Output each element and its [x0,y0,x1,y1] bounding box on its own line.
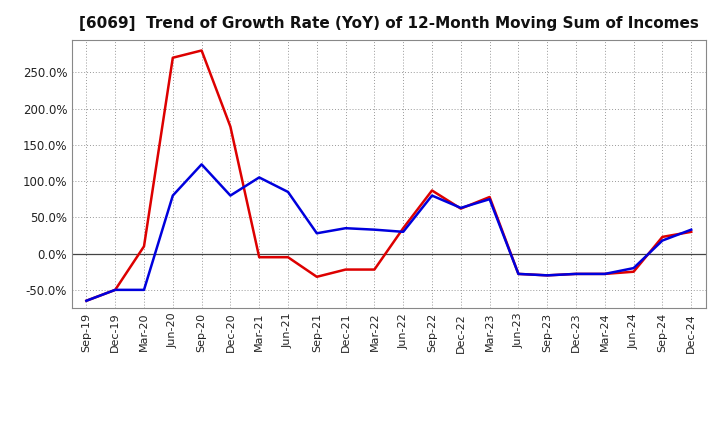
Ordinary Income Growth Rate [284,189,292,194]
Ordinary Income Growth Rate [312,231,321,236]
Ordinary Income Growth Rate [687,227,696,232]
Net Income Growth Rate [140,244,148,249]
Line: Ordinary Income Growth Rate: Ordinary Income Growth Rate [86,165,691,301]
Ordinary Income Growth Rate [456,205,465,210]
Net Income Growth Rate [687,229,696,235]
Line: Net Income Growth Rate: Net Income Growth Rate [86,51,691,301]
Net Income Growth Rate [341,267,350,272]
Title: [6069]  Trend of Growth Rate (YoY) of 12-Month Moving Sum of Incomes: [6069] Trend of Growth Rate (YoY) of 12-… [79,16,698,32]
Net Income Growth Rate [226,124,235,129]
Net Income Growth Rate [456,206,465,211]
Ordinary Income Growth Rate [600,271,609,277]
Net Income Growth Rate [514,271,523,277]
Ordinary Income Growth Rate [629,265,638,271]
Net Income Growth Rate [485,194,494,200]
Net Income Growth Rate [399,226,408,231]
Net Income Growth Rate [572,271,580,277]
Net Income Growth Rate [284,255,292,260]
Ordinary Income Growth Rate [197,162,206,167]
Net Income Growth Rate [312,274,321,279]
Net Income Growth Rate [629,269,638,275]
Net Income Growth Rate [111,287,120,293]
Ordinary Income Growth Rate [255,175,264,180]
Ordinary Income Growth Rate [572,271,580,277]
Net Income Growth Rate [82,298,91,304]
Net Income Growth Rate [370,267,379,272]
Ordinary Income Growth Rate [226,193,235,198]
Net Income Growth Rate [197,48,206,53]
Ordinary Income Growth Rate [341,226,350,231]
Net Income Growth Rate [600,271,609,277]
Net Income Growth Rate [543,273,552,278]
Ordinary Income Growth Rate [111,287,120,293]
Ordinary Income Growth Rate [658,238,667,243]
Ordinary Income Growth Rate [82,298,91,304]
Ordinary Income Growth Rate [514,271,523,277]
Ordinary Income Growth Rate [399,229,408,235]
Net Income Growth Rate [428,188,436,193]
Net Income Growth Rate [255,255,264,260]
Net Income Growth Rate [658,234,667,239]
Ordinary Income Growth Rate [428,193,436,198]
Net Income Growth Rate [168,55,177,60]
Ordinary Income Growth Rate [485,197,494,202]
Ordinary Income Growth Rate [140,287,148,293]
Ordinary Income Growth Rate [370,227,379,232]
Ordinary Income Growth Rate [543,273,552,278]
Ordinary Income Growth Rate [168,193,177,198]
